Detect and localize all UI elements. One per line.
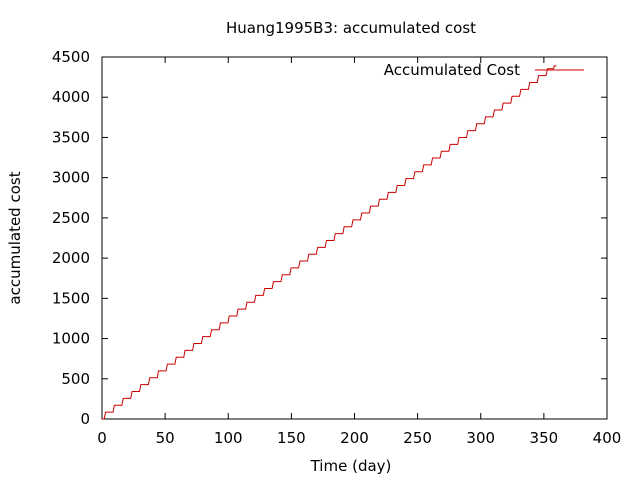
y-tick-label: 0 [80,410,90,428]
y-tick-label: 1500 [52,289,90,307]
y-tick-label: 2000 [52,249,90,267]
legend: Accumulated Cost [384,61,584,79]
x-axis-label: Time (day) [310,457,392,475]
y-tick-label: 500 [61,370,90,388]
series-group [102,65,557,420]
x-tick-label: 400 [593,429,622,447]
y-tick-label: 3000 [52,169,90,187]
x-ticks: 0 50 100 150 200 250 300 350 400 [97,57,621,447]
x-tick-label: 150 [277,429,306,447]
legend-label: Accumulated Cost [384,61,520,79]
x-tick-label: 0 [97,429,107,447]
y-tick-label: 1000 [52,330,90,348]
chart-title: Huang1995B3: accumulated cost [226,19,476,37]
series-line [102,65,557,420]
x-tick-label: 350 [530,429,559,447]
y-ticks: 0 500 1000 1500 2000 2500 3000 3500 4000 4500 [52,48,607,428]
x-tick-label: 250 [403,429,432,447]
y-tick-label: 2500 [52,209,90,227]
x-tick-label: 100 [214,429,243,447]
x-tick-label: 300 [466,429,495,447]
x-tick-label: 50 [156,429,175,447]
y-axis-label: accumulated cost [6,171,24,304]
y-tick-label: 4000 [52,88,90,106]
x-tick-label: 200 [340,429,369,447]
y-tick-label: 4500 [52,48,90,66]
y-tick-label: 3500 [52,128,90,146]
plot-frame [101,56,608,420]
